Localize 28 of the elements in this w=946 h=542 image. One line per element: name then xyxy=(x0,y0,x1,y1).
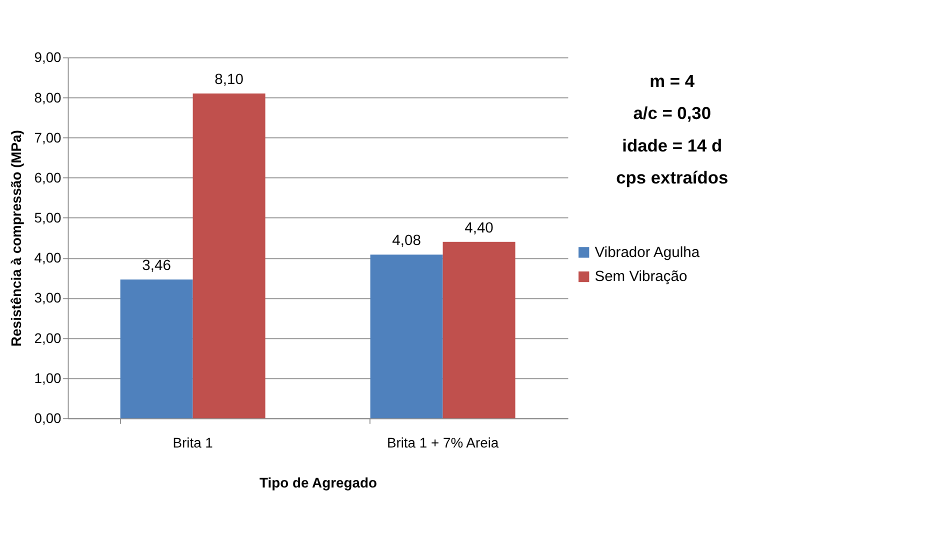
y-tick-label: 6,00 xyxy=(34,169,62,186)
data-label: 4,08 xyxy=(392,233,421,250)
data-label: 3,46 xyxy=(142,258,171,274)
x-tick-label: Brita 1 xyxy=(172,434,214,450)
text: m = 4 xyxy=(650,70,695,91)
x-axis-title: Tipo de Agregado xyxy=(260,474,377,490)
y-axis-title: Resistência à compressão (MPa) xyxy=(8,130,24,346)
x-tick-label: Brita 1 + 7% Areia xyxy=(386,434,499,450)
text: idade = 14 d xyxy=(622,135,722,156)
text: a/c = 0,30 xyxy=(633,103,712,124)
legend-label: Sem Vibração xyxy=(594,269,688,286)
y-tick-label: 0,00 xyxy=(34,410,62,426)
y-tick-label: 8,00 xyxy=(34,89,62,106)
legend-label: Vibrador Agulha xyxy=(594,244,700,261)
bar xyxy=(442,242,516,418)
y-tick-label: 5,00 xyxy=(34,210,62,226)
bar xyxy=(120,280,193,418)
y-tick-label: 2,00 xyxy=(34,330,62,346)
y-tick-label: 4,00 xyxy=(34,250,62,266)
data-label: 8,10 xyxy=(214,72,244,88)
bar xyxy=(192,93,266,418)
y-tick-label: 1,00 xyxy=(34,370,62,386)
text: cps extraídos xyxy=(616,167,728,188)
y-tick-label: 3,00 xyxy=(34,290,62,306)
y-tick-label: 9,00 xyxy=(34,49,62,66)
y-tick-label: 7,00 xyxy=(34,129,62,146)
bar xyxy=(370,254,443,418)
data-label: 4,40 xyxy=(464,220,494,236)
